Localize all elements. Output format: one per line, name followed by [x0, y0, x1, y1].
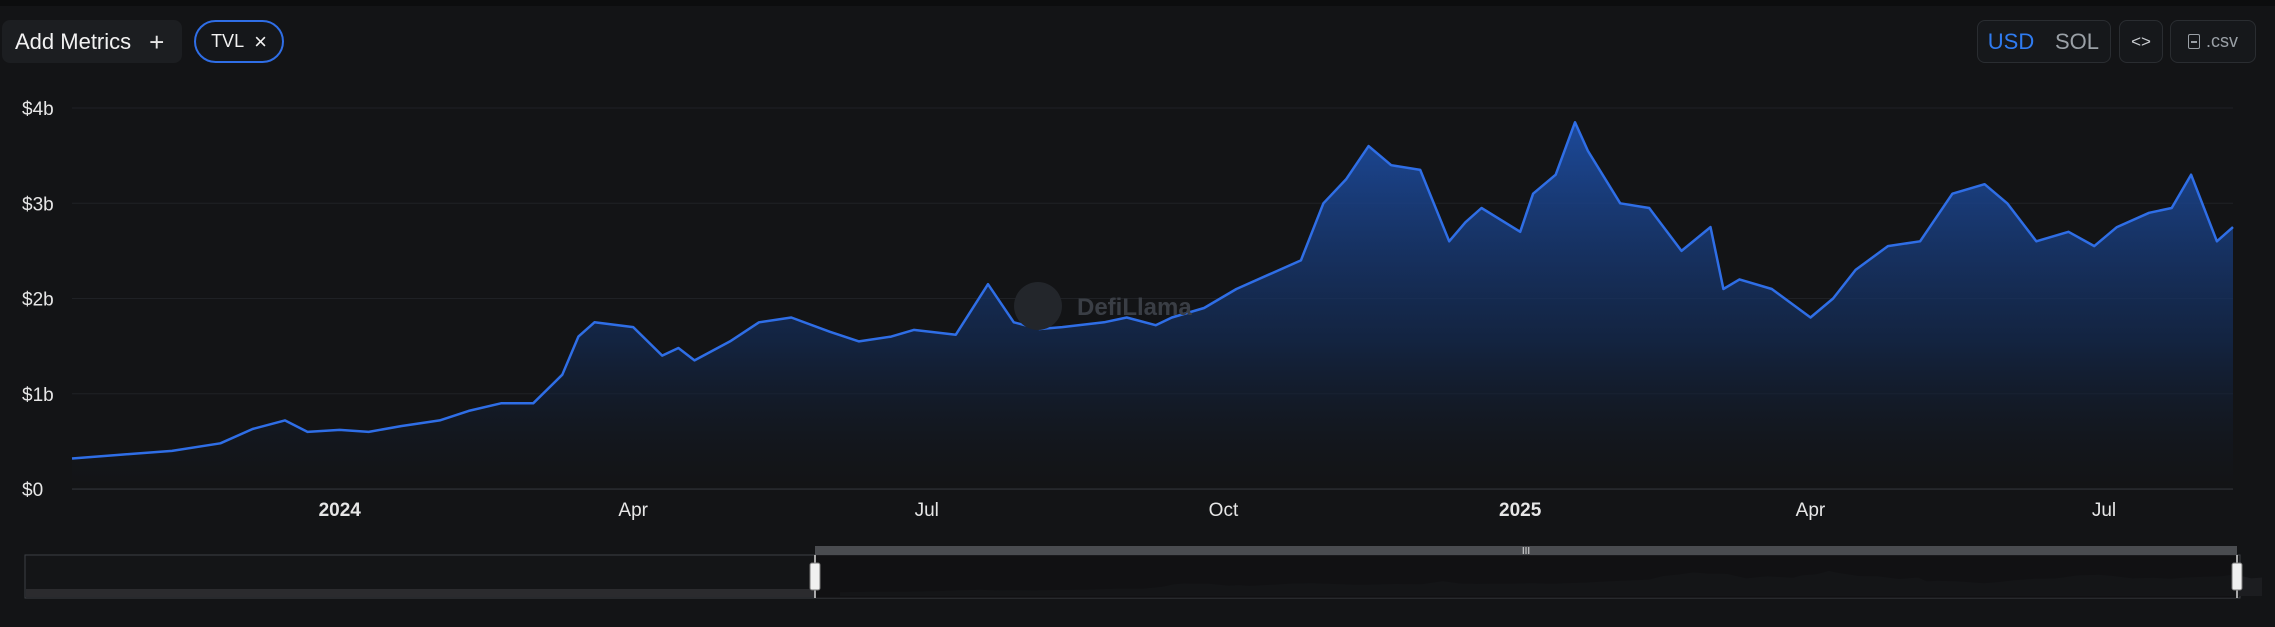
watermark-text: DefiLlama — [1077, 294, 1192, 321]
add-metrics-label: Add Metrics — [15, 28, 132, 54]
y-tick-label: $2b — [22, 290, 54, 311]
csv-download-button[interactable]: .csv — [2170, 20, 2256, 63]
x-tick-label: 2025 — [1499, 500, 1542, 521]
watermark: DefiLlama — [1014, 282, 1192, 330]
x-axis: 2024 Apr Jul Oct 2025 Apr Jul — [319, 500, 2117, 521]
add-metrics-button[interactable]: Add Metrics + — [2, 20, 182, 63]
x-tick-label: Oct — [1209, 500, 1239, 521]
file-icon — [2187, 34, 2200, 49]
drag-grip-icon[interactable]: III — [1522, 546, 1530, 557]
x-tick-label: Jul — [915, 500, 939, 521]
range-selector: III — [24, 546, 2262, 599]
range-handle-left[interactable] — [809, 562, 821, 591]
currency-sol-button[interactable]: SOL — [2054, 28, 2100, 54]
x-tick-label: 2024 — [319, 500, 362, 521]
csv-label: .csv — [2205, 31, 2238, 51]
tvl-area — [72, 122, 2233, 490]
y-tick-label: $0 — [22, 480, 43, 501]
range-selected-window[interactable] — [815, 555, 2237, 598]
x-tick-label: Jul — [2092, 500, 2116, 521]
range-history-area — [26, 589, 816, 597]
range-handle-right[interactable] — [2231, 562, 2243, 591]
y-axis: $0 $1b $2b $3b $4b — [22, 99, 54, 501]
range-drag-bar[interactable] — [815, 546, 2237, 555]
y-tick-label: $4b — [22, 99, 54, 120]
y-tick-label: $3b — [22, 194, 54, 215]
x-tick-label: Apr — [1796, 500, 1826, 521]
code-icon: <> — [2131, 31, 2151, 51]
y-tick-label: $1b — [22, 385, 54, 406]
currency-toggle: USD SOL — [1977, 20, 2111, 63]
tvl-metric-chip[interactable]: TVL × — [194, 20, 284, 63]
top-border — [0, 0, 2275, 6]
area-layer — [71, 121, 2234, 490]
tvl-line — [71, 121, 2234, 460]
x-tick-label: Apr — [618, 500, 648, 521]
embed-button[interactable]: <> — [2119, 20, 2163, 63]
plus-icon: + — [149, 26, 165, 57]
close-icon[interactable]: × — [254, 28, 267, 54]
tvl-chip-label: TVL — [211, 31, 245, 51]
currency-usd-button[interactable]: USD — [1987, 28, 2035, 54]
